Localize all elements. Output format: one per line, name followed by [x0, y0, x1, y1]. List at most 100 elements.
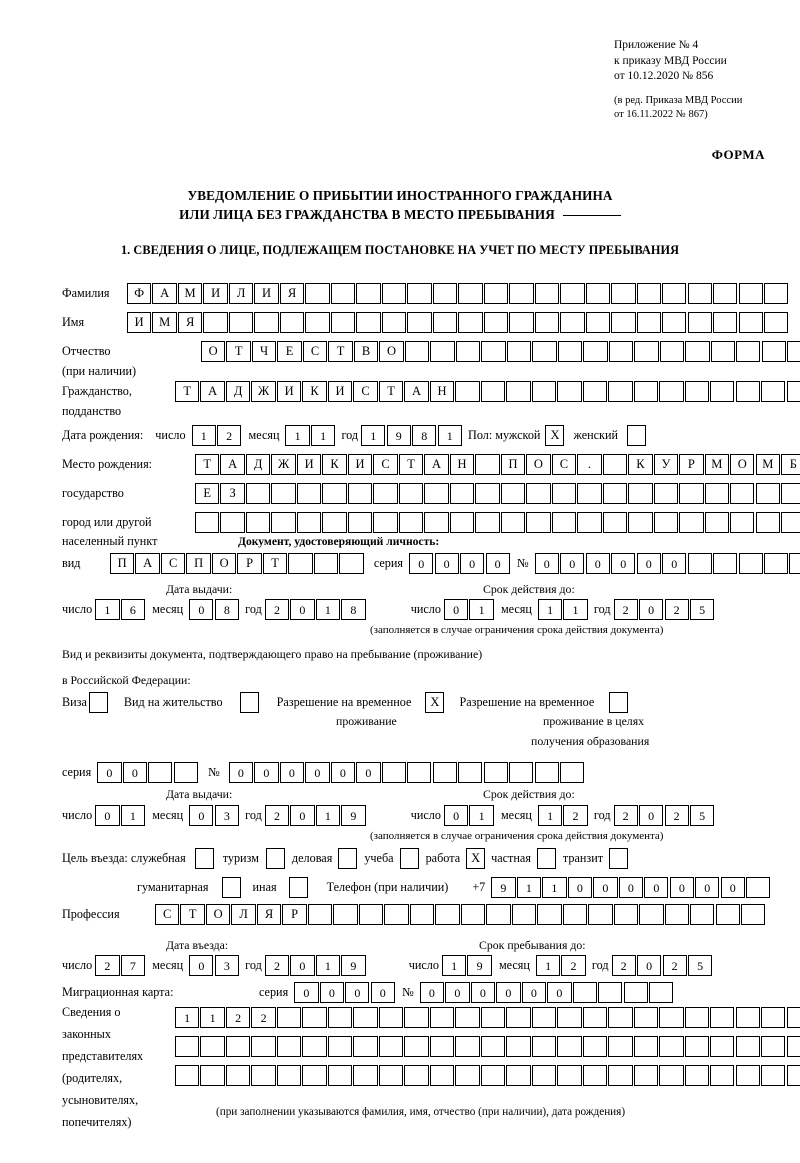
- char-cell[interactable]: [228, 312, 254, 333]
- char-cell[interactable]: [358, 904, 384, 925]
- char-cell[interactable]: Д: [245, 454, 271, 475]
- char-cell[interactable]: [713, 553, 738, 574]
- char-cell[interactable]: [613, 904, 639, 925]
- char-cell[interactable]: О: [205, 904, 231, 925]
- char-cell[interactable]: [685, 341, 710, 362]
- char-cell[interactable]: [378, 1007, 404, 1028]
- char-cell[interactable]: [506, 1065, 531, 1086]
- char-cell[interactable]: И: [203, 283, 228, 304]
- char-cell[interactable]: [582, 1007, 608, 1028]
- purpose-work-checkbox[interactable]: X: [466, 848, 486, 869]
- char-cell[interactable]: [781, 512, 800, 533]
- char-cell[interactable]: 1: [175, 1007, 200, 1028]
- char-cell[interactable]: 1: [441, 955, 467, 976]
- char-cell[interactable]: [679, 512, 704, 533]
- char-cell[interactable]: [458, 762, 483, 783]
- char-cell[interactable]: 0: [639, 805, 664, 826]
- char-cell[interactable]: [636, 283, 661, 304]
- char-cell[interactable]: 0: [305, 762, 330, 783]
- char-cell[interactable]: [435, 904, 460, 925]
- legal-rep-cells-2[interactable]: [175, 1036, 800, 1057]
- char-cell[interactable]: А: [200, 381, 225, 402]
- char-cell[interactable]: 0: [290, 955, 315, 976]
- char-cell[interactable]: [432, 283, 458, 304]
- char-cell[interactable]: [786, 381, 800, 402]
- char-cell[interactable]: [203, 312, 228, 333]
- char-cell[interactable]: [713, 283, 738, 304]
- char-cell[interactable]: [659, 1065, 684, 1086]
- char-cell[interactable]: [662, 312, 687, 333]
- char-cell[interactable]: [531, 1065, 557, 1086]
- char-cell[interactable]: [409, 904, 435, 925]
- char-cell[interactable]: 8: [341, 599, 366, 620]
- purpose-tourism-checkbox[interactable]: [265, 848, 285, 869]
- char-cell[interactable]: 0: [95, 805, 120, 826]
- char-cell[interactable]: [424, 483, 449, 504]
- char-cell[interactable]: [279, 312, 305, 333]
- char-cell[interactable]: Р: [282, 904, 307, 925]
- char-cell[interactable]: [628, 483, 653, 504]
- char-cell[interactable]: [384, 904, 409, 925]
- char-cell[interactable]: [480, 1007, 506, 1028]
- char-cell[interactable]: [398, 483, 424, 504]
- char-cell[interactable]: [455, 381, 480, 402]
- char-cell[interactable]: 0: [662, 553, 687, 574]
- char-cell[interactable]: 0: [254, 762, 279, 783]
- char-cell[interactable]: [730, 483, 755, 504]
- char-cell[interactable]: С: [160, 553, 186, 574]
- char-cell[interactable]: [562, 904, 588, 925]
- char-cell[interactable]: [710, 1036, 735, 1057]
- char-cell[interactable]: 1: [315, 599, 341, 620]
- char-cell[interactable]: 0: [485, 553, 510, 574]
- char-cell[interactable]: 0: [636, 553, 661, 574]
- char-cell[interactable]: Я: [256, 904, 282, 925]
- char-cell[interactable]: [302, 1036, 327, 1057]
- char-cell[interactable]: 0: [294, 982, 319, 1003]
- char-cell[interactable]: [786, 1036, 800, 1057]
- char-cell[interactable]: 0: [644, 877, 669, 898]
- char-cell[interactable]: 0: [460, 553, 485, 574]
- legal-rep-cells-3[interactable]: [175, 1065, 800, 1086]
- char-cell[interactable]: П: [500, 454, 526, 475]
- char-cell[interactable]: О: [379, 341, 404, 362]
- char-cell[interactable]: 8: [214, 599, 239, 620]
- char-cell[interactable]: 9: [467, 955, 492, 976]
- char-cell[interactable]: 0: [189, 599, 214, 620]
- char-cell[interactable]: 0: [637, 955, 662, 976]
- char-cell[interactable]: [582, 1036, 608, 1057]
- char-cell[interactable]: [506, 381, 531, 402]
- char-cell[interactable]: [653, 483, 679, 504]
- char-cell[interactable]: П: [110, 553, 135, 574]
- char-cell[interactable]: [786, 1065, 800, 1086]
- char-cell[interactable]: [531, 381, 557, 402]
- char-cell[interactable]: 0: [97, 762, 122, 783]
- char-cell[interactable]: [684, 1036, 709, 1057]
- char-cell[interactable]: [288, 553, 313, 574]
- char-cell[interactable]: 8: [412, 425, 437, 446]
- char-cell[interactable]: К: [628, 454, 653, 475]
- char-cell[interactable]: [649, 982, 674, 1003]
- char-cell[interactable]: [639, 904, 664, 925]
- char-cell[interactable]: [781, 483, 800, 504]
- char-cell[interactable]: [245, 483, 271, 504]
- char-cell[interactable]: [449, 512, 475, 533]
- char-cell[interactable]: [608, 341, 634, 362]
- char-cell[interactable]: [458, 312, 483, 333]
- char-cell[interactable]: [404, 1007, 429, 1028]
- char-cell[interactable]: Я: [279, 283, 305, 304]
- char-cell[interactable]: [356, 312, 381, 333]
- char-cell[interactable]: [271, 483, 296, 504]
- char-cell[interactable]: [455, 1036, 480, 1057]
- char-cell[interactable]: 2: [264, 599, 290, 620]
- char-cell[interactable]: [373, 483, 398, 504]
- char-cell[interactable]: 1: [315, 805, 341, 826]
